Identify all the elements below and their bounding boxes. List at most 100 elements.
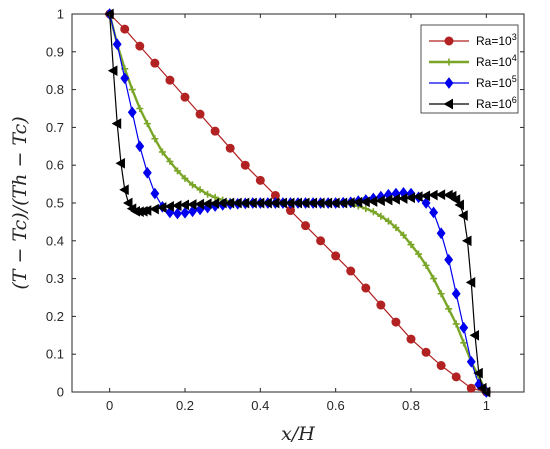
data-point xyxy=(141,205,152,216)
y-tick-label: 0.5 xyxy=(46,196,64,211)
data-point xyxy=(422,261,430,269)
data-point xyxy=(405,192,415,204)
data-point xyxy=(392,224,400,232)
series-ra-3 xyxy=(105,9,491,397)
legend-label: Ra=104 xyxy=(476,53,517,69)
data-point xyxy=(466,355,476,368)
x-tick-label: 0.2 xyxy=(176,398,194,413)
data-point xyxy=(120,72,130,85)
data-point xyxy=(111,118,122,129)
data-point xyxy=(119,184,129,196)
y-axis-label: (T − Tc)/(Th − Tc) xyxy=(9,116,31,289)
y-tick-label: 0.4 xyxy=(46,233,64,248)
legend-label-base: Ra=10 xyxy=(476,34,512,48)
legend-label-base: Ra=10 xyxy=(476,97,512,111)
data-point xyxy=(346,266,356,276)
data-point xyxy=(188,205,197,218)
data-point xyxy=(421,347,431,357)
data-point xyxy=(316,236,326,246)
legend-marker xyxy=(443,98,453,110)
data-point xyxy=(384,217,392,225)
x-tick-label: 0.4 xyxy=(251,398,269,413)
data-point xyxy=(301,221,311,231)
data-point xyxy=(149,203,159,215)
data-point xyxy=(454,199,464,211)
y-tick-label: 0.3 xyxy=(46,271,64,286)
legend-label: Ra=103 xyxy=(476,32,517,48)
y-axis-ticks: 0 0.1 0.2 0.3 0.4 0.5 0.6 0.7 0.8 0.9 1 xyxy=(46,7,524,400)
data-point xyxy=(391,317,401,327)
data-point xyxy=(458,210,468,221)
x-axis-label: x/H xyxy=(281,423,315,445)
data-point xyxy=(180,207,190,219)
data-point xyxy=(165,75,175,85)
data-point xyxy=(158,148,166,156)
data-point xyxy=(466,383,476,393)
data-point xyxy=(240,160,250,170)
data-point xyxy=(136,105,144,112)
x-tick-label: 0 xyxy=(106,398,113,413)
data-point xyxy=(196,186,204,194)
data-point xyxy=(461,235,472,247)
data-point xyxy=(407,241,415,249)
data-point xyxy=(415,250,423,258)
y-tick-label: 0.2 xyxy=(46,309,64,324)
data-point xyxy=(469,329,480,341)
data-point xyxy=(436,227,446,240)
data-point xyxy=(173,207,182,220)
legend-marker xyxy=(444,77,454,89)
legend-label-base: Ra=10 xyxy=(476,76,512,90)
data-point xyxy=(112,38,122,51)
y-tick-label: 0.7 xyxy=(46,120,64,135)
data-point xyxy=(166,157,174,165)
data-point xyxy=(331,251,341,261)
x-tick-label: 0.8 xyxy=(402,398,420,413)
y-tick-label: 0 xyxy=(57,385,64,400)
data-point xyxy=(451,287,461,300)
data-point xyxy=(127,106,137,119)
data-point xyxy=(180,92,190,102)
legend-label-exponent: 4 xyxy=(512,53,517,63)
data-point xyxy=(107,65,118,77)
data-point xyxy=(150,187,160,200)
y-tick-label: 0.9 xyxy=(46,44,64,59)
data-point xyxy=(429,206,439,219)
data-point xyxy=(120,24,130,34)
data-point xyxy=(399,231,407,239)
legend-label-exponent: 6 xyxy=(512,95,517,105)
series-ra-6 xyxy=(104,8,491,398)
data-point xyxy=(128,86,136,94)
data-point xyxy=(143,120,151,128)
data-point xyxy=(225,143,235,153)
data-point xyxy=(465,277,476,288)
data-point xyxy=(459,321,469,334)
y-tick-label: 1 xyxy=(57,7,64,22)
data-point xyxy=(437,290,445,298)
data-point xyxy=(122,197,133,209)
data-point xyxy=(436,361,446,371)
legend-label: Ra=106 xyxy=(476,95,517,111)
data-point xyxy=(406,334,416,344)
data-point xyxy=(430,275,438,283)
x-tick-label: 1 xyxy=(483,398,490,413)
data-point xyxy=(376,300,386,310)
data-point xyxy=(204,190,212,198)
y-tick-label: 0.6 xyxy=(46,158,64,173)
data-point xyxy=(150,58,160,68)
data-point xyxy=(460,339,468,347)
data-point xyxy=(173,167,181,175)
legend-label: Ra=105 xyxy=(476,74,517,90)
data-point xyxy=(451,372,461,382)
data-point xyxy=(115,157,125,169)
data-point xyxy=(445,305,453,313)
data-point xyxy=(480,386,491,398)
y-tick-label: 0.8 xyxy=(46,82,64,97)
y-tick-label: 0.1 xyxy=(46,347,64,362)
data-point xyxy=(421,197,431,209)
data-point xyxy=(156,202,167,213)
data-point xyxy=(211,193,219,201)
data-point xyxy=(450,194,461,205)
x-tick-label: 0.6 xyxy=(327,398,345,413)
data-point xyxy=(473,367,483,379)
